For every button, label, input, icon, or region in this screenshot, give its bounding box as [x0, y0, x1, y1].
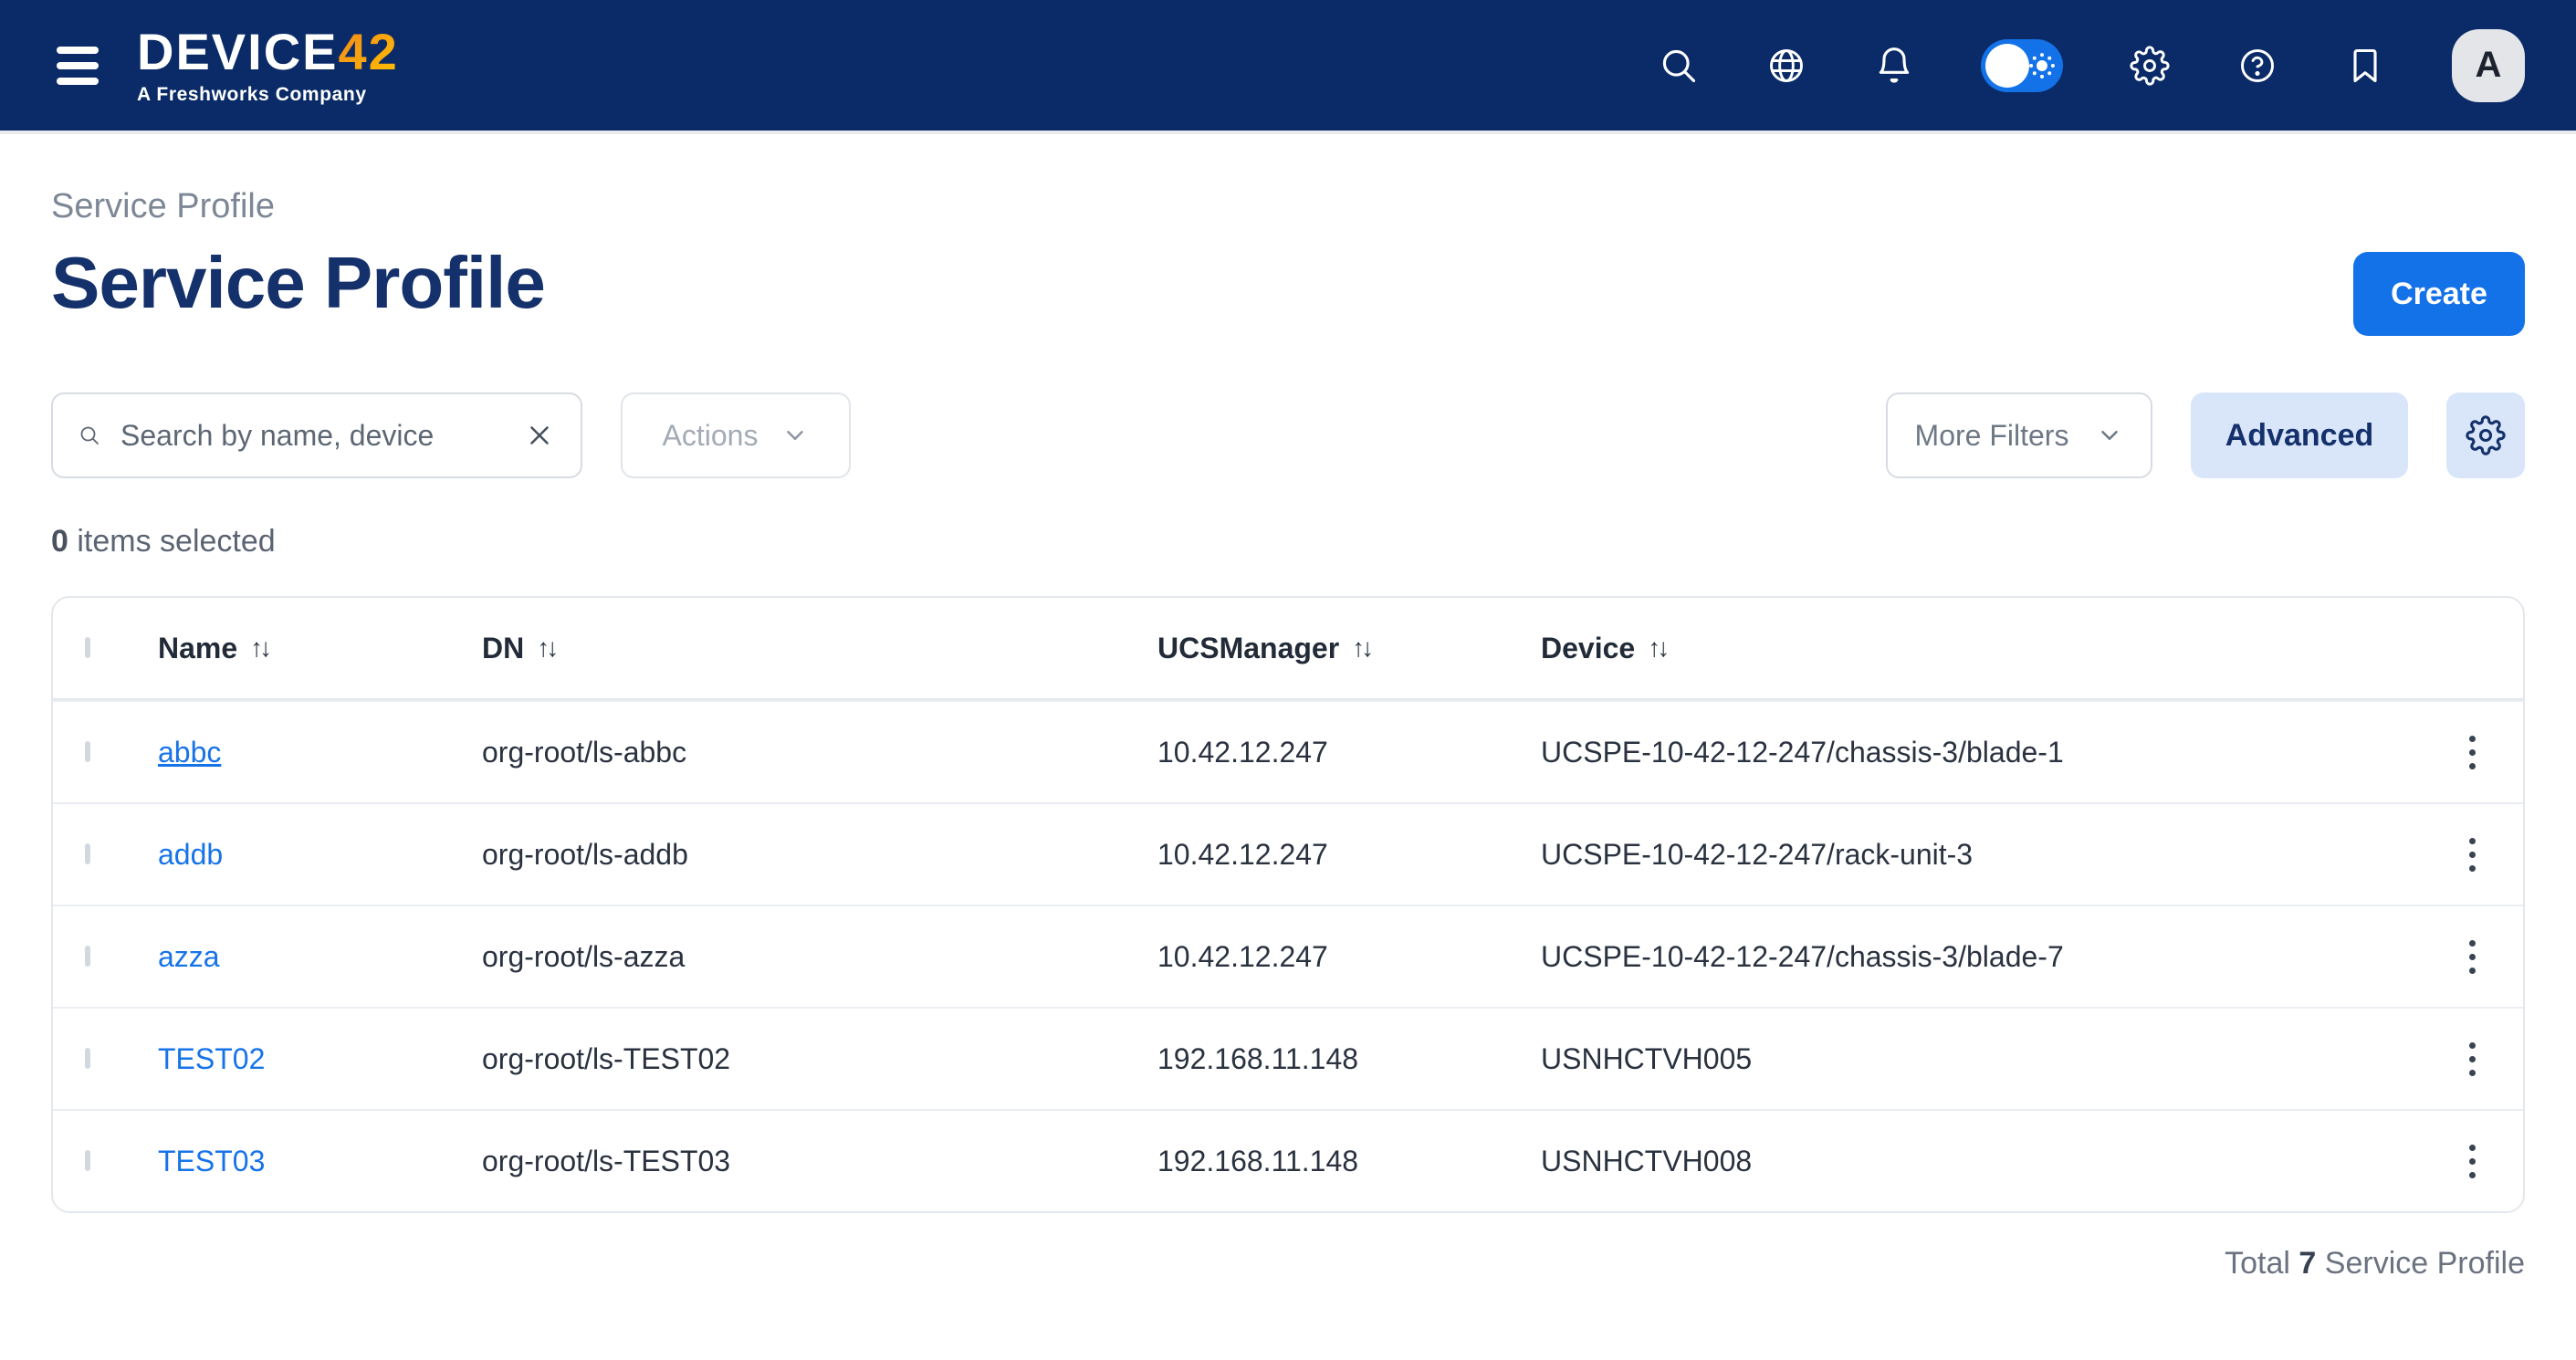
- select-all-checkbox[interactable]: [85, 637, 90, 658]
- row-checkbox[interactable]: [85, 946, 90, 967]
- row-dn: org-root/ls-azza: [482, 939, 686, 973]
- column-header-ucsmanager[interactable]: UCSManager ↑↓: [1157, 631, 1374, 664]
- total-count: Total 7 Service Profile: [2225, 1246, 2525, 1281]
- row-device: UCSPE-10-42-12-247/chassis-3/blade-1: [1541, 735, 2064, 769]
- sort-icon[interactable]: ↑↓: [1352, 633, 1374, 662]
- more-filters-dropdown[interactable]: More Filters: [1886, 392, 2152, 478]
- search-icon[interactable]: [1658, 45, 1700, 87]
- row-checkbox[interactable]: [85, 741, 90, 762]
- selection-count: 0: [51, 524, 68, 559]
- actions-dropdown[interactable]: Actions: [621, 392, 851, 478]
- chevron-down-icon: [2101, 431, 2119, 440]
- kebab-menu-icon[interactable]: [2460, 931, 2485, 983]
- actions-label: Actions: [662, 418, 759, 452]
- gear-icon[interactable]: [2129, 45, 2171, 87]
- search-icon: [80, 426, 99, 445]
- row-dn: org-root/ls-TEST03: [482, 1144, 731, 1177]
- table-row: TEST03 org-root/ls-TEST03 192.168.11.148…: [53, 1109, 2523, 1211]
- row-dn: org-root/ls-addb: [482, 837, 688, 871]
- brand-name: DEVICE42: [137, 23, 399, 80]
- kebab-menu-icon[interactable]: [2460, 1033, 2485, 1085]
- row-device: USNHCTVH005: [1541, 1041, 1753, 1075]
- brand-accent: 42: [338, 23, 399, 80]
- row-name-link[interactable]: TEST02: [158, 1041, 266, 1075]
- sun-icon: [2029, 52, 2055, 78]
- chevron-down-icon: [787, 431, 804, 440]
- selection-status: 0 items selected: [51, 524, 2525, 560]
- avatar[interactable]: A: [2452, 28, 2525, 102]
- sort-icon[interactable]: ↑↓: [250, 633, 272, 662]
- search-box[interactable]: [51, 392, 582, 478]
- row-checkbox[interactable]: [85, 1150, 90, 1171]
- row-name-link[interactable]: abbc: [158, 735, 222, 769]
- row-dn: org-root/ls-TEST02: [482, 1041, 731, 1075]
- advanced-button[interactable]: Advanced: [2191, 392, 2408, 478]
- gear-icon: [2466, 415, 2506, 455]
- column-header-dn[interactable]: DN ↑↓: [482, 631, 559, 664]
- globe-icon[interactable]: [1765, 45, 1807, 87]
- row-dn: org-root/ls-abbc: [482, 735, 687, 769]
- row-ucsmanager: 192.168.11.148: [1157, 1144, 1359, 1177]
- table-row: TEST02 org-root/ls-TEST02 192.168.11.148…: [53, 1007, 2523, 1109]
- clear-icon[interactable]: [524, 420, 555, 451]
- table-header-row: Name ↑↓ DN ↑↓ UCSManager ↑↓ Device ↑↓: [53, 598, 2523, 700]
- row-name-link[interactable]: azza: [158, 939, 220, 973]
- row-checkbox[interactable]: [85, 843, 90, 864]
- create-button[interactable]: Create: [2353, 252, 2525, 336]
- brand-tagline: A Freshworks Company: [137, 84, 367, 105]
- bookmark-icon[interactable]: [2344, 45, 2386, 87]
- toggle-knob-icon: [1985, 43, 2029, 88]
- row-device: UCSPE-10-42-12-247/chassis-3/blade-7: [1541, 939, 2064, 973]
- table-row: azza org-root/ls-azza 10.42.12.247 UCSPE…: [53, 905, 2523, 1007]
- hamburger-menu-icon[interactable]: [51, 41, 104, 90]
- column-header-name[interactable]: Name ↑↓: [158, 631, 272, 664]
- row-device: USNHCTVH008: [1541, 1144, 1753, 1177]
- column-header-device[interactable]: Device ↑↓: [1541, 631, 1670, 664]
- kebab-menu-icon[interactable]: [2460, 829, 2485, 881]
- table-row: abbc org-root/ls-abbc 10.42.12.247 UCSPE…: [53, 700, 2523, 802]
- row-ucsmanager: 10.42.12.247: [1157, 939, 1328, 973]
- total-count-value: 7: [2299, 1246, 2317, 1281]
- top-navbar: DEVICE42 A Freshworks Company: [0, 0, 2576, 134]
- bell-icon[interactable]: [1873, 45, 1915, 87]
- row-ucsmanager: 10.42.12.247: [1157, 735, 1328, 769]
- sort-icon[interactable]: ↑↓: [1648, 633, 1670, 662]
- row-ucsmanager: 192.168.11.148: [1157, 1041, 1359, 1075]
- row-checkbox[interactable]: [85, 1048, 90, 1069]
- row-name-link[interactable]: addb: [158, 837, 224, 871]
- breadcrumb[interactable]: Service Profile: [51, 187, 275, 225]
- kebab-menu-icon[interactable]: [2460, 727, 2485, 779]
- help-icon[interactable]: [2236, 45, 2278, 87]
- search-input[interactable]: [120, 418, 504, 453]
- service-profile-table: Name ↑↓ DN ↑↓ UCSManager ↑↓ Device ↑↓ ab…: [51, 596, 2525, 1213]
- row-device: UCSPE-10-42-12-247/rack-unit-3: [1541, 837, 1974, 871]
- theme-toggle[interactable]: [1981, 38, 2063, 92]
- more-filters-label: More Filters: [1914, 418, 2069, 452]
- brand-logo[interactable]: DEVICE42 A Freshworks Company: [137, 23, 399, 105]
- selection-label: items selected: [77, 524, 276, 559]
- row-ucsmanager: 10.42.12.247: [1157, 837, 1328, 871]
- page-title: Service Profile: [51, 242, 546, 323]
- kebab-menu-icon[interactable]: [2460, 1135, 2485, 1187]
- table-settings-button[interactable]: [2446, 392, 2525, 478]
- row-name-link[interactable]: TEST03: [158, 1144, 266, 1177]
- sort-icon[interactable]: ↑↓: [537, 633, 559, 662]
- table-row: addb org-root/ls-addb 10.42.12.247 UCSPE…: [53, 802, 2523, 905]
